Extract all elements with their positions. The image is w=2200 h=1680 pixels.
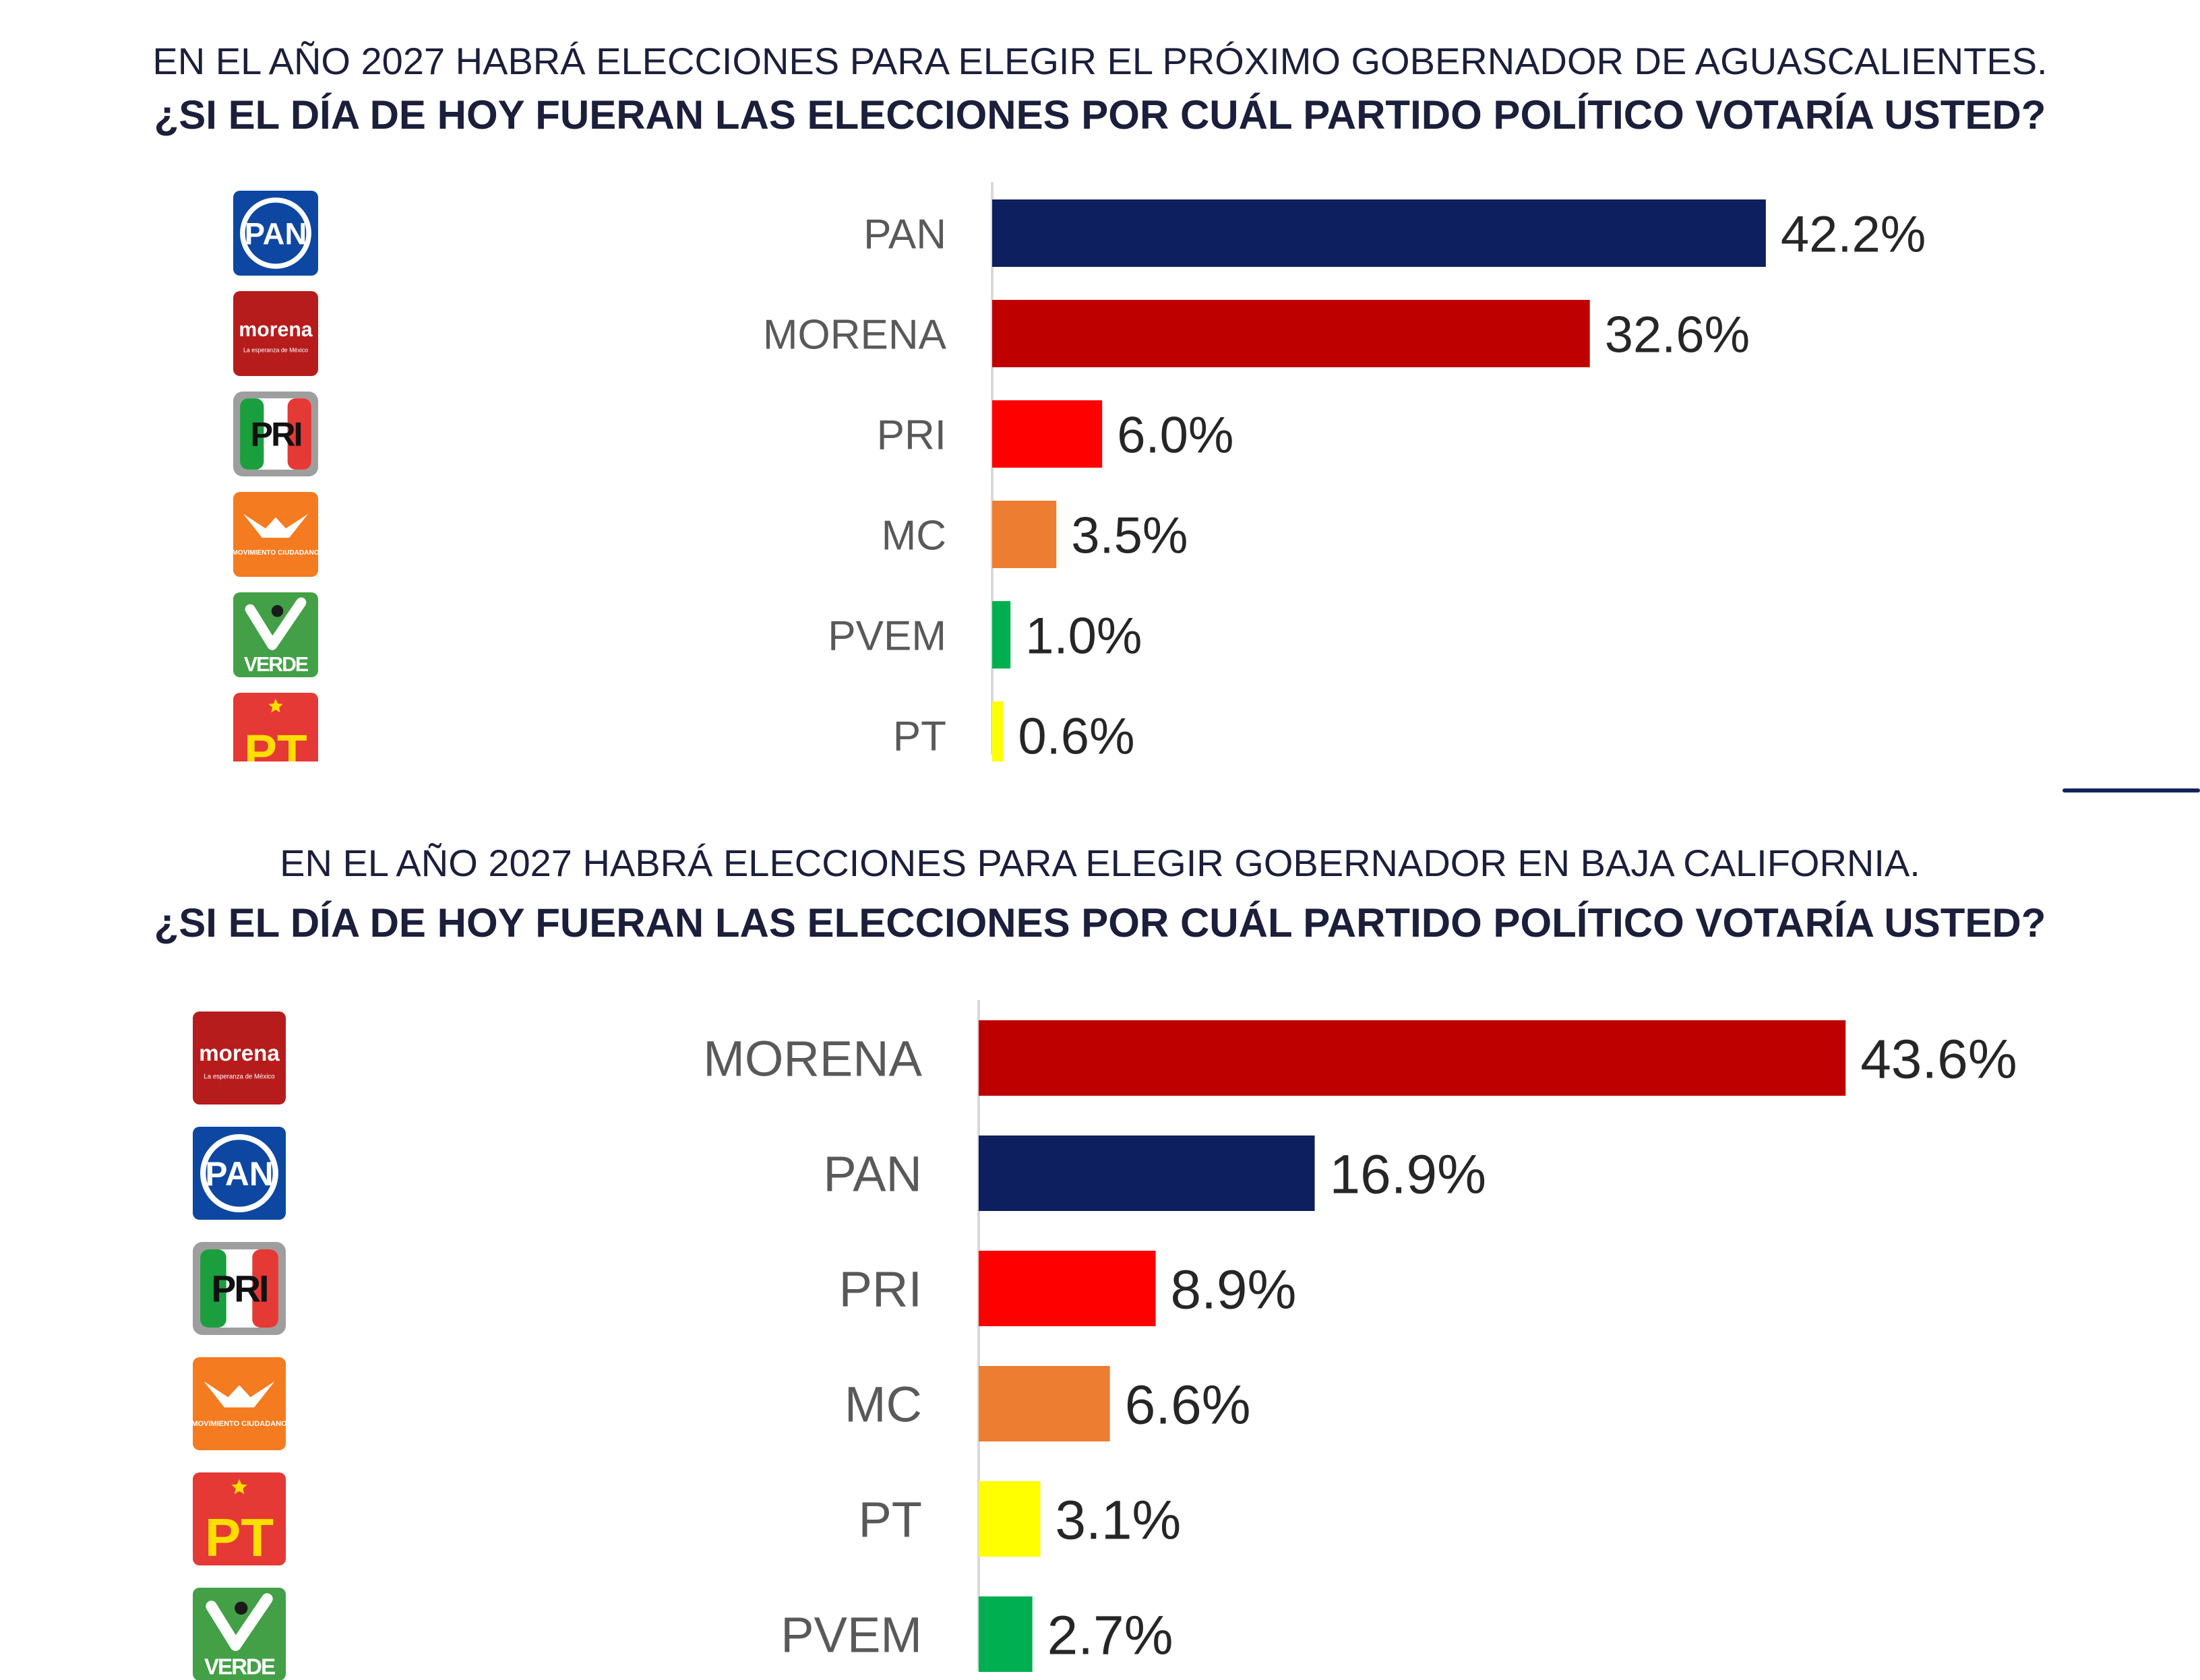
- category-label-pvem: PVEM: [781, 1607, 922, 1663]
- category-label-pan: PAN: [863, 211, 946, 257]
- value-label-pt: 3.1%: [1055, 1490, 1181, 1551]
- bar-morena: [979, 1020, 1846, 1096]
- value-label-morena: 43.6%: [1860, 1029, 2017, 1090]
- svg-text:La esperanza de México: La esperanza de México: [243, 347, 308, 354]
- svg-text:PRI: PRI: [212, 1268, 268, 1309]
- svg-text:VERDE: VERDE: [204, 1654, 275, 1679]
- logo-mc-icon: MOVIMIENTO CIUDADANO: [191, 1357, 287, 1450]
- logo-pan-icon: PAN: [193, 1127, 286, 1220]
- svg-text:VERDE: VERDE: [244, 654, 308, 676]
- value-label-pvem: 2.7%: [1047, 1605, 1173, 1667]
- value-label-mc: 6.6%: [1125, 1375, 1251, 1436]
- bar-pan: [992, 199, 1766, 267]
- logo-mc-icon: MOVIMIENTO CIUDADANO: [232, 492, 319, 577]
- bar-morena: [992, 300, 1590, 367]
- category-label-mc: MC: [845, 1377, 922, 1433]
- value-label-mc: 3.5%: [1071, 507, 1188, 564]
- chart-1-title: EN EL AÑO 2027 HABRÁ ELECCIONES PARA ELE…: [152, 40, 2048, 82]
- logo-pri-icon: PRI: [193, 1242, 286, 1335]
- category-label-pt: PT: [893, 713, 946, 759]
- logo-pt-icon: PT: [233, 693, 318, 761]
- category-label-pri: PRI: [877, 412, 946, 458]
- bar-pan: [979, 1135, 1315, 1211]
- bar-pri: [979, 1251, 1156, 1326]
- svg-text:PT: PT: [244, 725, 307, 761]
- value-label-pt: 0.6%: [1018, 708, 1134, 761]
- decorative-line: [2062, 788, 2200, 792]
- svg-text:MOVIMIENTO CIUDADANO: MOVIMIENTO CIUDADANO: [232, 549, 319, 557]
- chart-2: morena La esperanza de México MORENA 43.6% P…: [191, 1000, 2017, 1680]
- value-label-pvem: 1.0%: [1025, 607, 1142, 664]
- svg-text:MOVIMIENTO CIUDADANO: MOVIMIENTO CIUDADANO: [191, 1420, 287, 1428]
- bar-pt: [992, 702, 1004, 761]
- chart-2-question: ¿SI EL DÍA DE HOY FUERAN LAS ELECCIONES …: [154, 900, 2046, 945]
- logo-pri-icon: PRI: [233, 392, 318, 476]
- chart-1: PAN PAN 42.2% morena La esperanza de México M…: [232, 182, 1926, 761]
- category-label-pvem: PVEM: [828, 613, 946, 659]
- svg-text:PAN: PAN: [205, 1155, 273, 1193]
- value-label-pan: 42.2%: [1781, 206, 1926, 263]
- category-label-pri: PRI: [839, 1262, 922, 1317]
- logo-verde-icon: VERDE: [193, 1588, 286, 1680]
- chart-2-title: EN EL AÑO 2027 HABRÁ ELECCIONES PARA ELE…: [280, 842, 1920, 884]
- svg-text:PRI: PRI: [250, 415, 301, 454]
- value-label-pri: 8.9%: [1171, 1259, 1297, 1321]
- bar-pvem: [979, 1596, 1033, 1672]
- logo-pt-icon: PT: [193, 1472, 286, 1567]
- category-label-morena: MORENA: [703, 1031, 922, 1087]
- logo-pan-icon: PAN: [233, 191, 318, 276]
- bar-mc: [979, 1366, 1110, 1441]
- category-label-pan: PAN: [823, 1146, 922, 1202]
- bar-pri: [992, 400, 1103, 468]
- logo-morena-icon: morena La esperanza de México: [233, 291, 318, 376]
- category-label-mc: MC: [882, 512, 946, 559]
- logo-morena-icon: morena La esperanza de México: [193, 1012, 286, 1105]
- value-label-pri: 6.0%: [1117, 406, 1233, 464]
- category-label-pt: PT: [858, 1492, 922, 1548]
- bar-pt: [979, 1481, 1041, 1557]
- svg-text:La esperanza de México: La esperanza de México: [204, 1073, 274, 1080]
- svg-text:morena: morena: [199, 1041, 280, 1066]
- category-label-morena: MORENA: [763, 311, 947, 358]
- logo-verde-icon: VERDE: [233, 592, 318, 677]
- svg-text:morena: morena: [239, 319, 312, 341]
- value-label-pan: 16.9%: [1330, 1144, 1487, 1206]
- bar-mc: [992, 501, 1057, 568]
- svg-text:PAN: PAN: [245, 216, 307, 251]
- value-label-morena: 32.6%: [1605, 306, 1750, 363]
- svg-text:PT: PT: [205, 1507, 274, 1567]
- chart-1-question: ¿SI EL DÍA DE HOY FUERAN LAS ELECCIONES …: [154, 92, 2046, 137]
- bar-pvem: [992, 601, 1011, 668]
